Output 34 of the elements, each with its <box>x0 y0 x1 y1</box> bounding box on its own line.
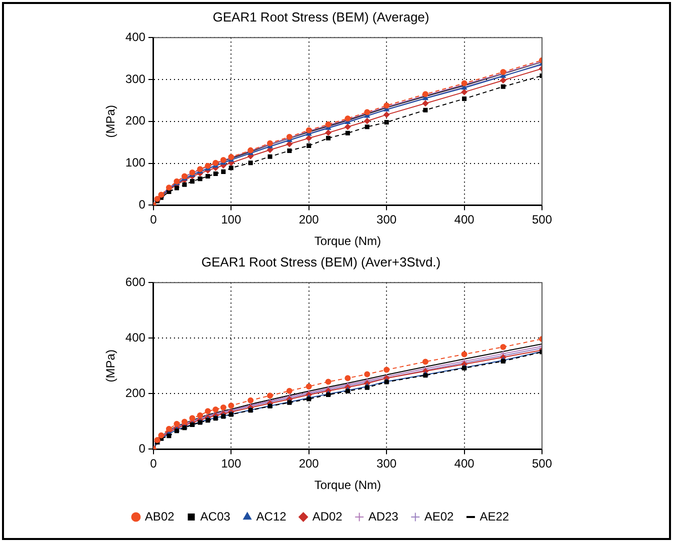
x-tick-label: 100 <box>221 212 242 227</box>
y-tick-label: 300 <box>125 72 146 86</box>
legend-label: AE02 <box>424 509 454 524</box>
chart-title: GEAR1 Root Stress (BEM) (Average) <box>212 9 430 24</box>
legend-label: AC12 <box>256 509 287 524</box>
legend-label: AD02 <box>312 509 343 524</box>
y-tick-label: 0 <box>138 442 146 456</box>
legend-label: AC03 <box>200 509 231 524</box>
x-tick-label: 400 <box>454 456 475 471</box>
chart-title: GEAR1 Root Stress (BEM) (Aver+3Stvd.) <box>201 254 441 270</box>
x-axis-title: Torque (Nm) <box>314 234 382 248</box>
x-tick-label: 400 <box>454 212 475 227</box>
x-tick-label: 300 <box>376 212 397 227</box>
y-tick-label: 600 <box>125 274 146 289</box>
x-tick-label: 200 <box>298 456 320 471</box>
y-axis-title: (MPa) <box>104 350 118 382</box>
x-tick-label: 100 <box>221 456 242 471</box>
y-tick-label: 400 <box>125 30 146 44</box>
x-tick-label: 300 <box>376 456 397 471</box>
y-axis-title: (MPa) <box>104 105 118 138</box>
x-tick-label: 200 <box>298 212 320 227</box>
legend-label: AE22 <box>480 509 510 524</box>
x-axis-title: Torque (Nm) <box>314 478 382 492</box>
x-tick-label: 0 <box>150 456 158 471</box>
legend-label: AD23 <box>368 509 399 524</box>
y-tick-label: 100 <box>125 156 146 170</box>
y-tick-label: 400 <box>125 330 146 344</box>
y-tick-label: 200 <box>125 114 146 128</box>
x-tick-label: 500 <box>532 456 552 471</box>
y-tick-label: 200 <box>125 386 146 400</box>
x-tick-label: 0 <box>150 212 158 227</box>
x-tick-label: 500 <box>532 212 552 227</box>
legend-label: AB02 <box>144 509 175 524</box>
y-tick-label: 0 <box>138 198 146 212</box>
